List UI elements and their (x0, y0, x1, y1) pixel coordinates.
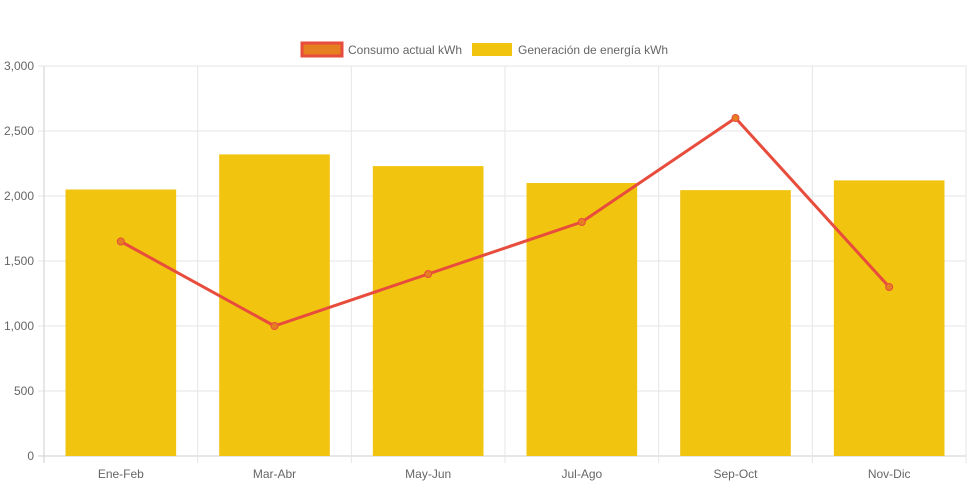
y-tick-label: 1,500 (4, 254, 34, 268)
line-consumo (120, 116, 891, 328)
legend-item-consumo[interactable]: Consumo actual kWh (300, 41, 462, 58)
bar-may-jun[interactable] (372, 166, 484, 456)
x-tick-label: Jul-Ago (561, 467, 602, 481)
x-tick-label: May-Jun (405, 467, 451, 481)
point-jul-ago[interactable] (577, 218, 586, 226)
x-tick-label: Mar-Abr (253, 467, 296, 481)
point-mar-abr[interactable] (270, 322, 279, 330)
x-tick-label: Nov-Dic (868, 467, 911, 481)
legend-label-consumo: Consumo actual kWh (348, 43, 462, 57)
x-tick-label: Ene-Feb (98, 467, 144, 481)
y-tick-label: 2,000 (4, 189, 34, 203)
y-tick-label: 3,000 (4, 59, 34, 73)
point-may-jun[interactable] (424, 270, 433, 278)
y-tick-label: 0 (27, 449, 34, 463)
bar-jul-ago[interactable] (526, 183, 638, 456)
legend-swatch-consumo (300, 41, 344, 58)
y-tick-label: 2,500 (4, 124, 34, 138)
point-nov-dic[interactable] (885, 283, 894, 291)
legend-item-generacion[interactable]: Generación de energía kWh (472, 43, 668, 57)
axes: 0 500 1,000 1,500 2,000 2,500 3,000 Ene-Feb Mar-… (4, 59, 911, 481)
legend-swatch-generacion (472, 43, 512, 56)
bar-ene-feb[interactable] (65, 189, 177, 457)
point-ene-feb[interactable] (116, 237, 125, 246)
line-series (116, 114, 894, 330)
bar-nov-dic[interactable] (833, 180, 945, 456)
bar-sep-oct[interactable] (680, 190, 791, 456)
legend[interactable]: Consumo actual kWh Generación de energía… (300, 41, 668, 58)
legend-label-generacion: Generación de energía kWh (518, 43, 668, 57)
grid (38, 65, 967, 463)
y-tick-label: 1,000 (4, 319, 34, 333)
x-tick-label: Sep-Oct (713, 467, 758, 481)
y-tick-label: 500 (14, 384, 34, 398)
point-sep-oct[interactable] (731, 114, 740, 122)
